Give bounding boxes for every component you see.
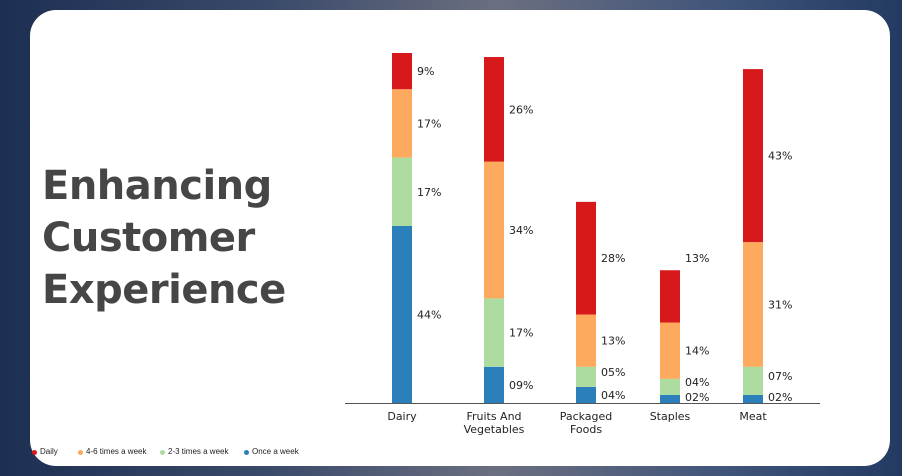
legend-dot-icon <box>244 449 249 455</box>
legend-label: Daily <box>40 447 58 456</box>
data-label: 14% <box>685 345 709 358</box>
legend-dot-icon <box>32 449 37 455</box>
legend-label: Once a week <box>252 447 299 456</box>
data-label: 44% <box>417 308 441 321</box>
page-title: Enhancing Customer Experience <box>42 160 286 316</box>
bar-segment-once-a-week <box>743 394 763 403</box>
data-label: 02% <box>685 391 709 404</box>
title-line: Customer <box>42 215 255 261</box>
data-label: 17% <box>417 186 441 199</box>
data-label: 17% <box>417 117 441 130</box>
bar-segment-2-3-times-a-week <box>392 157 412 226</box>
data-label: 17% <box>509 327 533 340</box>
bar-segment-4-6-times-a-week <box>576 314 596 367</box>
legend-item: Once a week <box>244 447 299 457</box>
data-label: 05% <box>601 366 625 379</box>
legend-item: 4-6 times a week <box>78 447 146 457</box>
data-label: 04% <box>685 376 709 389</box>
bar-segment-daily <box>392 53 412 90</box>
bar-segment-daily <box>660 270 680 323</box>
data-label: 02% <box>768 391 792 404</box>
data-label: 31% <box>768 298 792 311</box>
category-label: Fruits And <box>466 410 521 423</box>
category-label: Foods <box>570 423 602 436</box>
bar-segment-daily <box>743 69 763 243</box>
data-label: 04% <box>601 389 625 402</box>
data-label: 13% <box>685 252 709 265</box>
data-label: 28% <box>601 252 625 265</box>
bar-segment-4-6-times-a-week <box>484 161 504 299</box>
title-line: Experience <box>42 267 286 313</box>
bar-segment-daily <box>484 57 504 162</box>
data-label: 9% <box>417 65 434 78</box>
legend-item: Daily <box>32 447 58 457</box>
chart-legend: Daily 4-6 times a week 2-3 times a week Onc… <box>30 447 350 459</box>
title-line: Enhancing <box>42 163 272 209</box>
data-label: 07% <box>768 370 792 383</box>
legend-label: 2-3 times a week <box>168 447 229 456</box>
bar-segment-2-3-times-a-week <box>743 366 763 395</box>
legend-dot-icon <box>160 449 165 455</box>
bar-segment-2-3-times-a-week <box>484 298 504 367</box>
data-label: 09% <box>509 379 533 392</box>
bar-segment-daily <box>576 201 596 315</box>
data-label: 43% <box>768 150 792 163</box>
category-label: Dairy <box>387 410 417 423</box>
bar-segment-4-6-times-a-week <box>392 89 412 158</box>
legend-item: 2-3 times a week <box>160 447 228 457</box>
bar-segment-once-a-week <box>392 225 412 403</box>
data-label: 26% <box>509 103 533 116</box>
category-label: Meat <box>739 410 767 423</box>
bar-segment-once-a-week <box>484 366 504 403</box>
category-label: Packaged <box>560 410 613 423</box>
legend-label: 4-6 times a week <box>86 447 147 456</box>
data-label: 13% <box>601 335 625 348</box>
legend-dot-icon <box>78 449 83 455</box>
bar-segment-once-a-week <box>576 386 596 403</box>
bar-segment-once-a-week <box>660 394 680 403</box>
bar-segment-2-3-times-a-week <box>660 378 680 395</box>
bar-segment-4-6-times-a-week <box>743 242 763 367</box>
bar-segment-4-6-times-a-week <box>660 322 680 379</box>
category-label: Vegetables <box>464 423 525 436</box>
bar-segment-2-3-times-a-week <box>576 366 596 387</box>
data-label: 34% <box>509 224 533 237</box>
category-label: Staples <box>650 410 691 423</box>
